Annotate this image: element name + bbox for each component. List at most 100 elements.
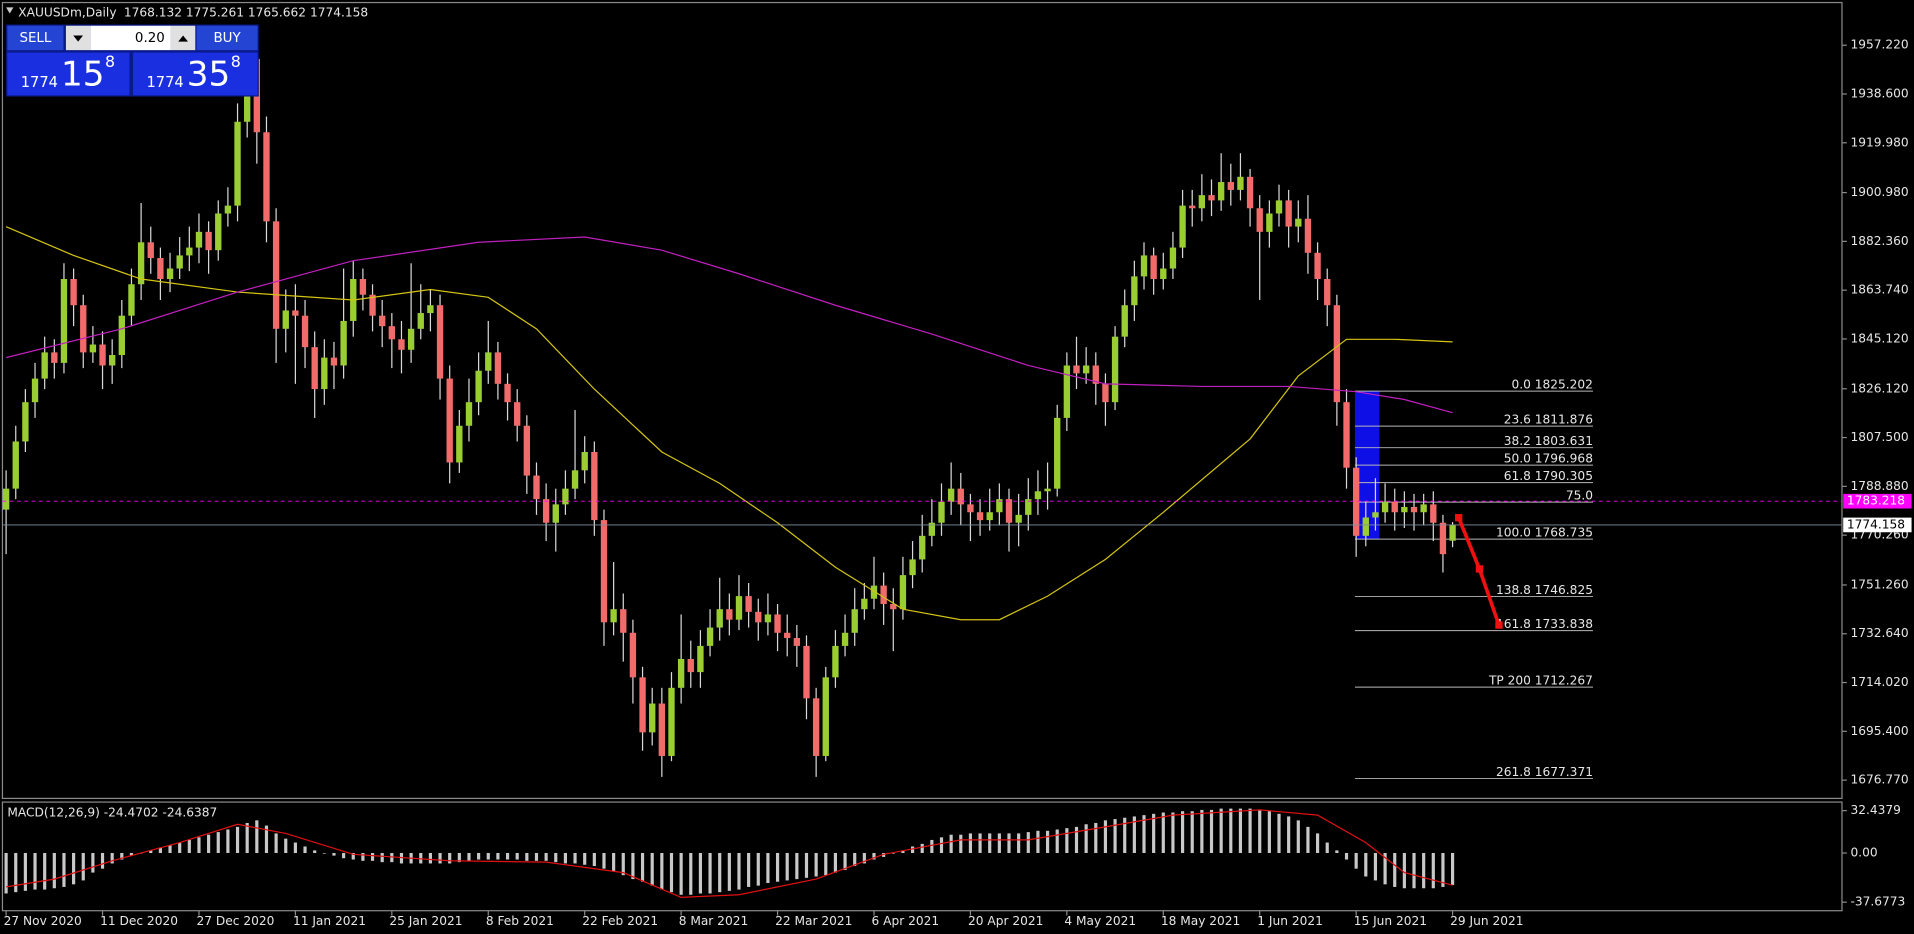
candle-body	[1189, 205, 1196, 209]
ask-box[interactable]	[133, 52, 258, 96]
macd-bar	[370, 852, 375, 861]
candle-body	[22, 402, 29, 442]
macd-bar	[573, 852, 577, 864]
moving-average	[5, 226, 1453, 621]
candle-body	[880, 585, 887, 604]
macd-bar	[1315, 833, 1320, 853]
macd-bar	[988, 833, 992, 853]
candle-body	[465, 402, 473, 426]
x-tick-label: 18 May 2021	[1161, 914, 1240, 928]
menu-triangle	[6, 7, 14, 14]
fib-label: 50.0 1796.968	[1504, 452, 1593, 466]
fib-label: 75.0	[1566, 489, 1593, 503]
macd-bar	[843, 852, 847, 870]
x-tick-label: 25 Jan 2021	[389, 914, 462, 928]
fib-label: 0.0 1825.202	[1512, 378, 1593, 392]
macd-bar	[1277, 813, 1281, 853]
macd-bar	[52, 852, 56, 889]
candle-body	[514, 402, 521, 426]
candle-body	[1372, 512, 1379, 518]
macd-bar	[785, 852, 789, 881]
candle-body	[446, 378, 453, 463]
arrow-node	[1455, 513, 1463, 522]
candle-body	[1381, 501, 1389, 513]
candle-body	[1015, 514, 1022, 523]
y-tick-label: 1788.880	[1851, 479, 1909, 493]
x-tick-label: 20 Apr 2021	[968, 914, 1043, 928]
macd-bar	[100, 852, 105, 869]
lot-field[interactable]	[90, 25, 171, 51]
candle-body	[205, 231, 212, 251]
macd-bar	[1344, 852, 1349, 860]
candle-body	[745, 596, 752, 612]
candle-body	[1285, 200, 1292, 227]
macd-bar	[862, 852, 866, 864]
macd-bar	[1017, 833, 1021, 853]
macd-bar	[978, 833, 982, 853]
macd-bar	[1171, 812, 1175, 853]
macd-bar	[1296, 820, 1300, 853]
trade-panel: SELL 0.20 BUY 1774 15 8 1774 35 8	[6, 24, 259, 97]
macd-bar	[438, 852, 442, 864]
macd-bar	[399, 852, 404, 864]
macd-bar	[766, 852, 770, 884]
macd-bar	[303, 846, 307, 853]
candle-body	[436, 305, 444, 379]
price-label: 1783.218	[1847, 494, 1905, 508]
macd-bar	[756, 852, 760, 886]
candle-body	[899, 575, 907, 610]
bid-big: 15	[61, 54, 104, 94]
macd-bar	[534, 852, 539, 861]
candle-body	[398, 339, 405, 350]
buy-button[interactable]	[196, 25, 258, 51]
y-tick-label: 1900.980	[1851, 185, 1909, 199]
candle-body	[870, 585, 878, 599]
fib-label: 100.0 1768.735	[1496, 526, 1593, 540]
macd-bar	[959, 834, 963, 853]
candle-body	[1352, 467, 1360, 536]
candle-body	[629, 632, 637, 678]
macd-bar	[129, 852, 134, 856]
macd-bar	[235, 826, 240, 853]
macd-bar	[187, 839, 191, 853]
candle-body	[99, 344, 106, 366]
fib-label: 23.6 1811.876	[1504, 412, 1593, 426]
macd-bar	[612, 852, 616, 872]
macd-bar	[1364, 852, 1368, 877]
candle-body	[31, 378, 39, 403]
macd-bar	[1238, 808, 1243, 853]
sell-button[interactable]	[7, 25, 64, 51]
lot-value: 0.20	[135, 31, 165, 46]
fib-label: 138.8 1746.825	[1496, 583, 1593, 597]
price-frame	[1, 1, 1843, 800]
sell-label: SELL	[19, 31, 51, 46]
candle-body	[1102, 383, 1109, 403]
candle-body	[735, 596, 743, 620]
candle-body	[1333, 305, 1341, 403]
macd-bar	[274, 833, 278, 853]
macd-bar	[1074, 826, 1079, 853]
candle-body	[812, 698, 820, 756]
candle-body	[552, 504, 559, 523]
fib-label: 261.8 1677.371	[1496, 765, 1593, 779]
macd-bar	[1132, 816, 1136, 853]
macd-bar	[284, 838, 288, 853]
macd-bar	[245, 822, 249, 853]
candle-body	[186, 247, 193, 256]
candle-body	[1005, 499, 1013, 523]
macd-bar	[1412, 852, 1416, 889]
x-tick-label: 11 Jan 2021	[293, 914, 366, 928]
macd-bar	[1248, 808, 1252, 853]
candle-body	[851, 609, 858, 633]
macd-bar	[775, 852, 780, 882]
price-label-box	[1843, 517, 1912, 533]
macd-bar	[1229, 808, 1233, 853]
candle-body	[215, 213, 222, 251]
candle-body	[1073, 365, 1080, 374]
bid-box[interactable]	[7, 52, 130, 96]
macd-bar	[1142, 815, 1146, 853]
candle-body	[1208, 195, 1215, 201]
candle-body	[919, 535, 926, 560]
x-tick-label: 8 Feb 2021	[486, 914, 554, 928]
candle-body	[996, 499, 1003, 513]
